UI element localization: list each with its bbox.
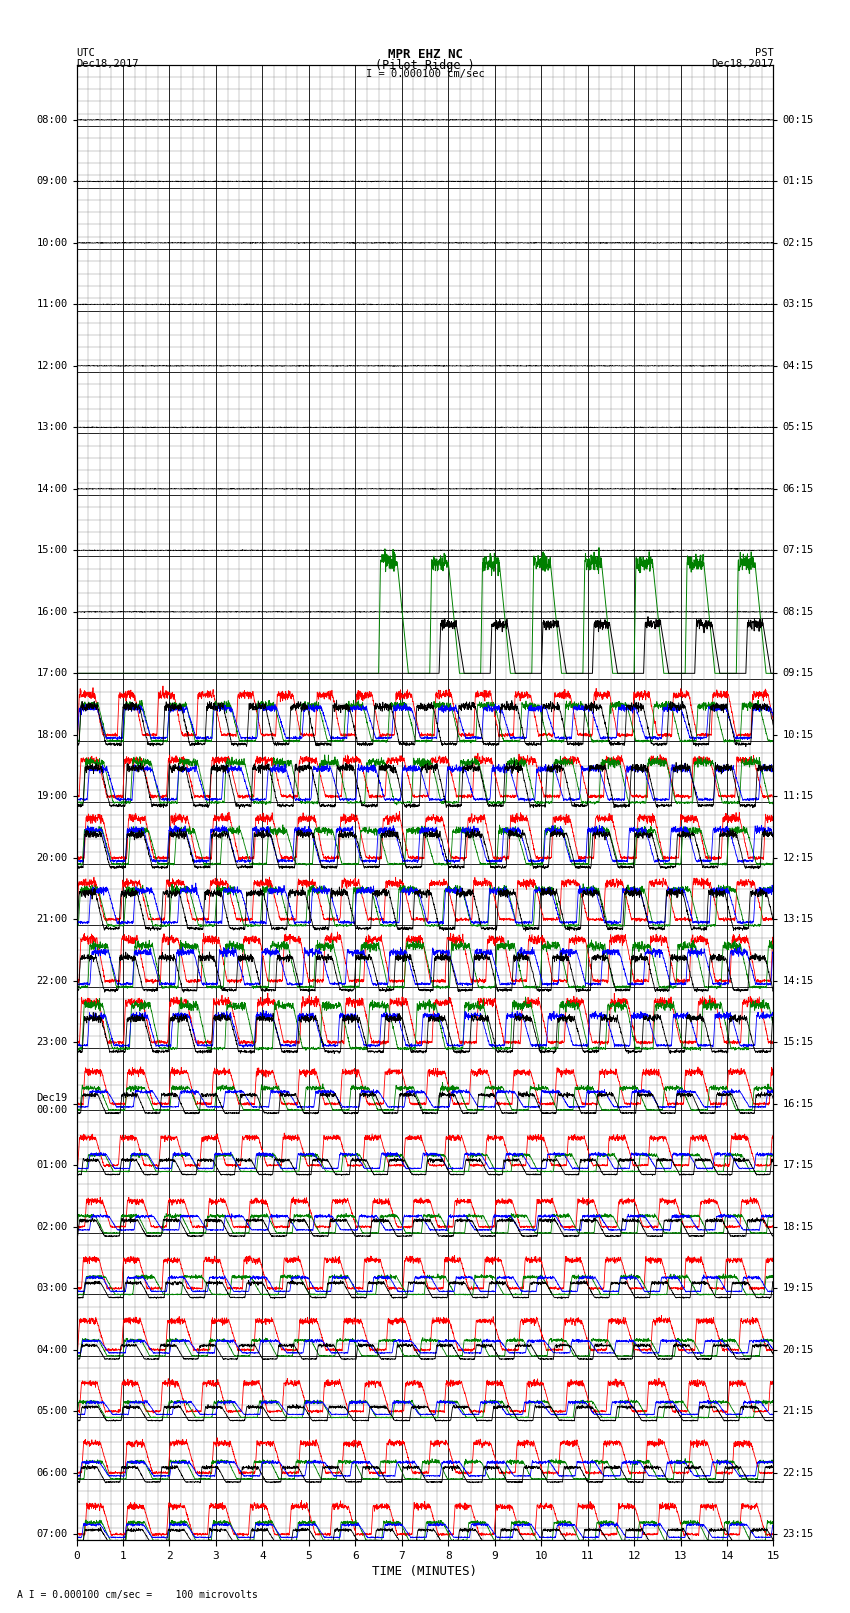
Text: A I = 0.000100 cm/sec =    100 microvolts: A I = 0.000100 cm/sec = 100 microvolts xyxy=(17,1590,258,1600)
Text: I = 0.000100 cm/sec: I = 0.000100 cm/sec xyxy=(366,69,484,79)
Text: (Pilot Ridge ): (Pilot Ridge ) xyxy=(375,58,475,73)
X-axis label: TIME (MINUTES): TIME (MINUTES) xyxy=(372,1565,478,1578)
Text: UTC
Dec18,2017: UTC Dec18,2017 xyxy=(76,47,139,69)
Text: MPR EHZ NC: MPR EHZ NC xyxy=(388,47,462,61)
Text: PST
Dec18,2017: PST Dec18,2017 xyxy=(711,47,774,69)
